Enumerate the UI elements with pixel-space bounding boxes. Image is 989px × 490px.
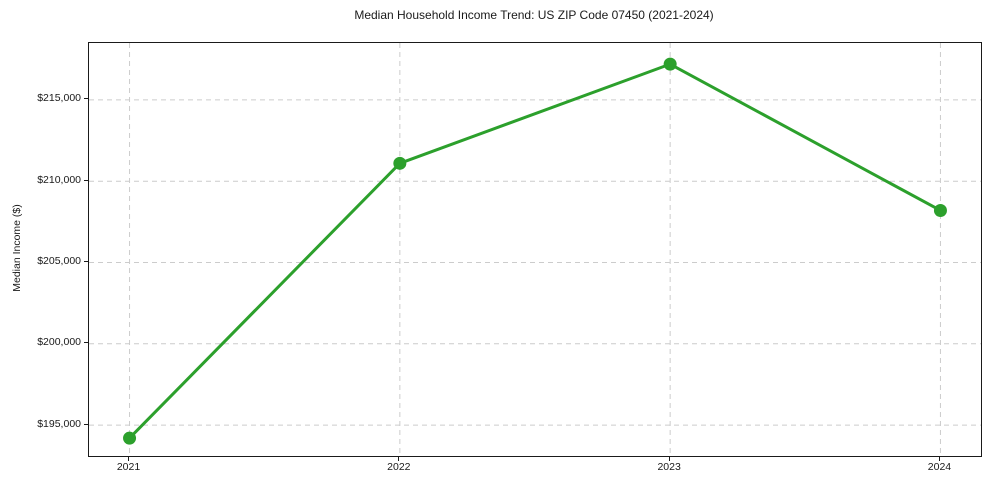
y-tick-label: $200,000	[37, 336, 81, 349]
x-tick-label: 2022	[387, 461, 411, 473]
y-tick-mark	[84, 179, 88, 181]
data-point-marker	[393, 156, 407, 170]
x-tick-label: 2021	[116, 461, 141, 473]
y-tick-label: $215,000	[37, 92, 81, 105]
y-axis-label: Median Income ($)	[11, 204, 23, 292]
data-point-marker	[123, 431, 137, 445]
y-tick-mark	[84, 342, 88, 344]
y-tick-label: $210,000	[37, 173, 81, 186]
x-tick-mark	[127, 456, 130, 461]
y-tick-mark	[84, 423, 88, 425]
y-tick-label: $195,000	[37, 417, 81, 430]
x-tick-mark	[668, 456, 670, 461]
x-tick-label: 2023	[657, 461, 681, 473]
data-line	[128, 62, 942, 440]
chart-title: Median Household Income Trend: US ZIP Co…	[354, 8, 714, 22]
y-tick-label: $205,000	[37, 255, 81, 267]
y-tick-mark	[84, 98, 88, 100]
y-tick-mark	[84, 260, 88, 263]
chart-svg	[89, 43, 981, 456]
x-tick-mark	[398, 456, 400, 461]
data-point-marker	[933, 203, 947, 217]
x-tick-mark	[938, 456, 941, 461]
x-tick-label: 2024	[927, 461, 952, 473]
data-point-marker	[663, 57, 677, 71]
plot-area	[88, 42, 982, 457]
